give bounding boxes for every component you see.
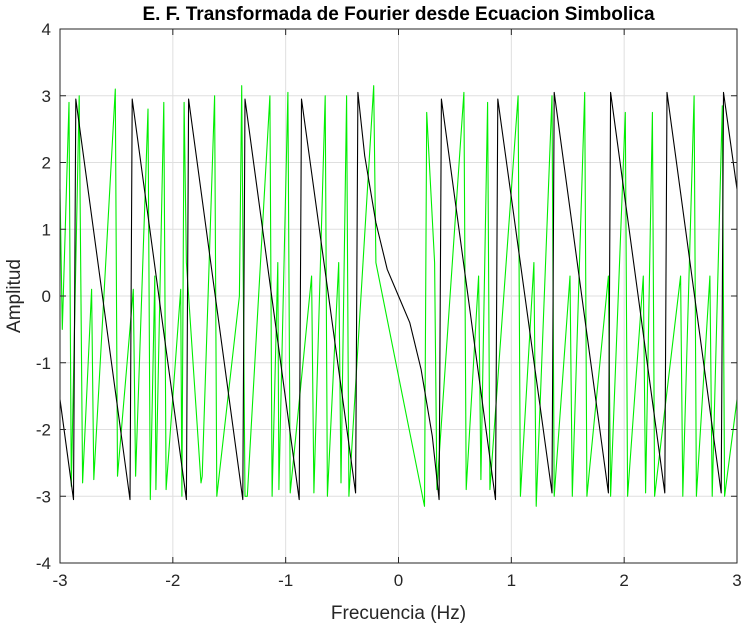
y-axis-label: Amplitud — [4, 259, 25, 333]
y-tick-label: 2 — [42, 154, 51, 173]
x-tick-label: -1 — [278, 571, 293, 590]
x-tick-label: -2 — [165, 571, 180, 590]
y-tick-label: -4 — [36, 554, 51, 573]
y-tick-label: 4 — [42, 20, 51, 39]
series-layer — [59, 85, 738, 507]
y-tick-label: -2 — [36, 421, 51, 440]
y-tick-label: 1 — [42, 220, 51, 239]
x-tick-label: -3 — [52, 571, 67, 590]
x-tick-label: 1 — [507, 571, 516, 590]
series-line-2 — [59, 91, 738, 501]
x-tick-label: 0 — [394, 571, 403, 590]
x-tick-label: 3 — [732, 571, 741, 590]
x-axis-label: Frecuencia (Hz) — [331, 603, 466, 624]
series-line-1 — [59, 85, 738, 507]
y-tick-label: 0 — [42, 287, 51, 306]
y-tick-label: -1 — [36, 354, 51, 373]
y-tick-label: -3 — [36, 487, 51, 506]
y-tick-label: 3 — [42, 87, 51, 106]
chart-title: E. F. Transformada de Fourier desde Ecua… — [142, 4, 655, 25]
x-tick-label: 2 — [619, 571, 628, 590]
